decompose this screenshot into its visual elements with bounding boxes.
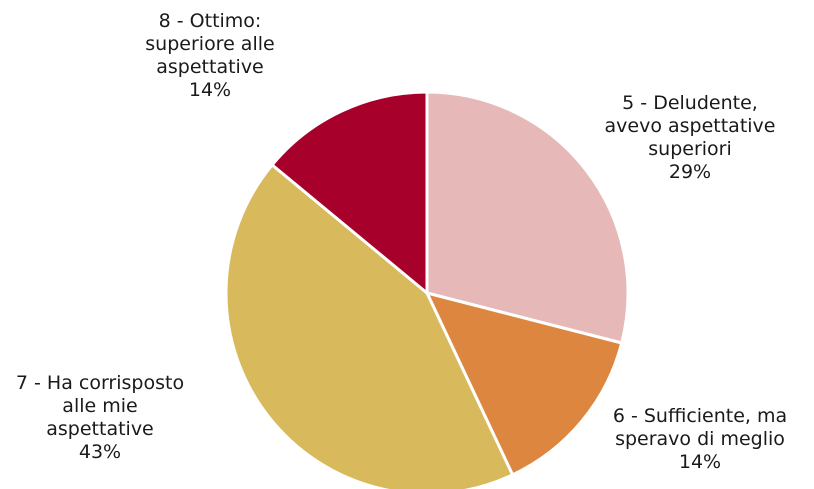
pie-slice-ottimo [270, 90, 429, 295]
slice-pct-sufficiente: 14% [678, 451, 722, 473]
slice-label-corrisposto: 7 - Ha corrisposto alle mie aspettative … [0, 372, 200, 464]
slice-label-deludente: 5 - Deludente, avevo aspettative superio… [585, 92, 795, 184]
slice-pct-corrisposto: 43% [78, 441, 122, 463]
slice-label-ottimo: 8 - Ottimo: superiore alle aspettative 1… [120, 10, 300, 102]
slice-label-sufficiente: 6 - Sufficiente, ma speravo di meglio 14… [600, 405, 800, 474]
pie-slice-sufficiente [425, 291, 624, 477]
pie-slice-deludente [425, 90, 630, 345]
pie-slice-corrisposto [224, 163, 515, 489]
slice-pct-ottimo: 14% [188, 79, 232, 101]
slice-pct-deludente: 29% [668, 161, 712, 183]
